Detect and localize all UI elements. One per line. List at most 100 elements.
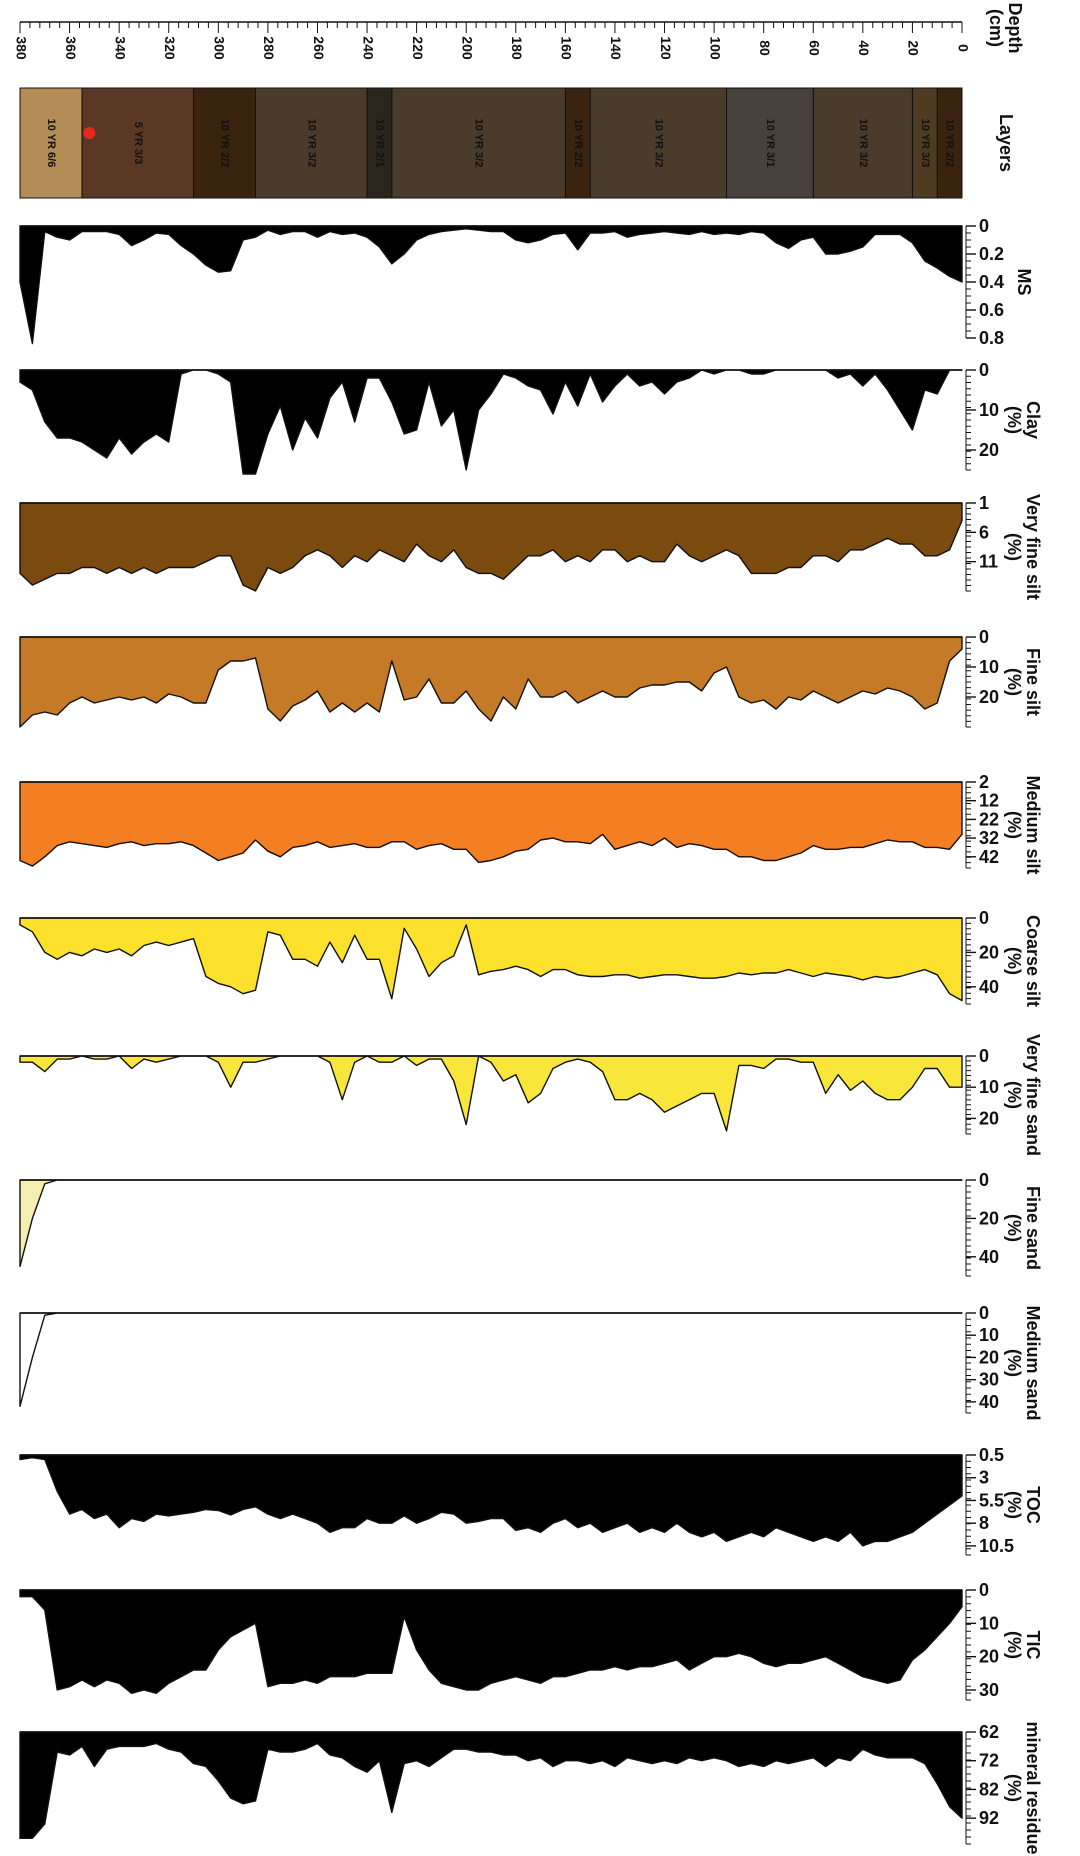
value-tick-label: 72 [979, 1751, 999, 1771]
depth-tick-label: 380 [13, 36, 29, 60]
value-tick-label: 20 [979, 440, 999, 460]
depth-axis-title-line: Depth [1005, 3, 1025, 54]
value-tick-label: 6 [979, 522, 989, 542]
panel-area-10 [19, 1589, 963, 1694]
panel-area-6 [19, 1055, 963, 1132]
depth-tick-label: 180 [509, 36, 525, 60]
value-tick-label: 0 [979, 1046, 989, 1066]
depth-tick-label: 160 [559, 36, 575, 60]
panel-title-line: (%) [1004, 406, 1024, 434]
panel-title: Very fine sand(%) [1004, 1034, 1043, 1156]
depth-tick-label: 280 [261, 36, 277, 60]
value-tick-label: 82 [979, 1779, 999, 1799]
panel-title: Coarse silt(%) [1004, 915, 1043, 1007]
layers-column: 10 YR 2/2 10 YR 3/3 10 YR 3/2 10 YR 3/1 10 Y… [19, 87, 1016, 199]
layer-block [366, 87, 393, 199]
value-tick-label: 20 [979, 687, 999, 707]
panel-title-line: MS [1014, 269, 1034, 296]
panel-area-1 [19, 369, 963, 475]
panel-title-line: (%) [1004, 1081, 1024, 1109]
layer-block [726, 87, 814, 199]
depth-axis: 0 20 40 60 80 100 120 140 160 180 200 220 240 260 280 3… [13, 3, 1025, 60]
value-tick-label: 0 [979, 908, 989, 928]
layer-label: 10 YR 2/2 [944, 119, 956, 168]
panel-title: Clay(%) [1004, 401, 1043, 439]
value-tick-label: 3 [979, 1468, 989, 1488]
layer-block [936, 87, 963, 199]
panel-title-line: (%) [1004, 1491, 1024, 1519]
panel-title-line: Fine sand [1023, 1186, 1043, 1270]
value-tick-label: 22 [979, 809, 999, 829]
panel-title-line: (%) [1004, 533, 1024, 561]
value-tick-label: 8 [979, 1513, 989, 1533]
panel-title-line: TIC [1023, 1631, 1043, 1660]
value-tick-label: 0 [979, 1170, 989, 1190]
value-tick-label: 10 [979, 657, 999, 677]
value-tick-label: 0.6 [979, 300, 1004, 320]
sample-marker [83, 127, 96, 139]
layer-label: 10 YR 6/6 [45, 119, 57, 168]
layers-title-line: Layers [996, 114, 1016, 172]
depth-tick-label: 80 [757, 40, 773, 56]
layer-label: 5 YR 3/3 [132, 122, 144, 165]
value-tick-label: 0 [979, 1580, 989, 1600]
layer-block [255, 87, 368, 199]
depth-axis-title: Depth(cm) [986, 3, 1025, 54]
panel-title-line: Medium silt [1023, 775, 1043, 874]
layer-label: 10 YR 3/1 [764, 119, 776, 168]
value-tick-label: 30 [979, 1370, 999, 1390]
value-tick-label: 62 [979, 1722, 999, 1742]
layer-label: 10 YR 3/2 [473, 119, 485, 168]
value-tick-label: 10 [979, 1077, 999, 1097]
value-tick-label: 0.5 [979, 1445, 1004, 1465]
layer-label: 10 YR 2/2 [219, 119, 231, 168]
panel-title: TIC(%) [1004, 1631, 1043, 1660]
value-tick-label: 40 [979, 977, 999, 997]
depth-tick-label: 120 [658, 36, 674, 60]
panel-title-line: Clay [1023, 401, 1043, 439]
panel-title-line: (%) [1004, 1774, 1024, 1802]
layer-label: 10 YR 2/1 [374, 119, 386, 168]
depth-tick-label: 240 [360, 36, 376, 60]
depth-tick-label: 260 [311, 36, 327, 60]
layer-label: 10 YR 3/2 [857, 119, 869, 168]
value-tick-label: 0.2 [979, 244, 1004, 264]
value-tick-label: 40 [979, 1247, 999, 1267]
panel-area-8 [19, 1312, 963, 1407]
panel-title: TOC(%) [1004, 1486, 1043, 1524]
layer-label: 10 YR 3/2 [652, 119, 664, 168]
panel-title-line: (%) [1004, 811, 1024, 839]
panel-title-line: Fine silt [1023, 648, 1043, 716]
panel-title-line: (%) [1004, 1349, 1024, 1377]
depth-tick-label: 100 [707, 36, 723, 60]
panel-area-0 [19, 225, 963, 345]
depth-tick-label: 60 [807, 40, 823, 56]
value-tick-label: 32 [979, 828, 999, 848]
value-tick-label: 0 [979, 1303, 989, 1323]
panel-title: Medium sand(%) [1004, 1305, 1043, 1420]
value-tick-label: 30 [979, 1680, 999, 1700]
panel-title: Medium silt(%) [1004, 775, 1043, 874]
depth-tick-label: 300 [212, 36, 228, 60]
panel-title-line: Very fine silt [1023, 494, 1043, 600]
depth-tick-label: 220 [410, 36, 426, 60]
layer-label: 10 YR 3/2 [305, 119, 317, 168]
layers-title: Layers [996, 114, 1016, 172]
layer-label: 10 YR 3/3 [919, 119, 931, 168]
depth-tick-label: 0 [955, 44, 971, 52]
panel-title-line: (%) [1004, 1214, 1024, 1242]
panel-title-line: (%) [1004, 947, 1024, 975]
panel-area-5 [19, 917, 963, 1002]
panel-area-11 [19, 1731, 963, 1839]
depth-tick-label: 40 [856, 40, 872, 56]
panel-title: Fine sand(%) [1004, 1186, 1043, 1270]
layer-label: 10 YR 2/2 [572, 119, 584, 168]
value-tick-label: 1 [979, 493, 989, 513]
value-tick-label: 2 [979, 772, 989, 792]
depth-axis-title-line: (cm) [986, 9, 1006, 47]
value-tick-label: 92 [979, 1808, 999, 1828]
panel-title: MS [1014, 269, 1034, 296]
panel-title-line: Very fine sand [1023, 1034, 1043, 1156]
